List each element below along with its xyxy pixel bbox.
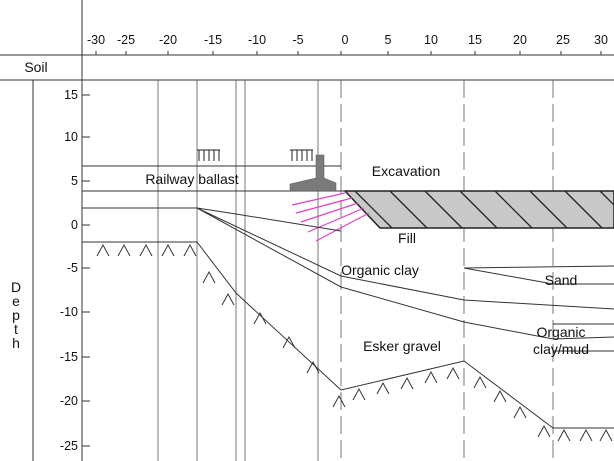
y-axis-ticks (82, 94, 90, 447)
esker-gravel-label: Esker gravel (363, 338, 441, 354)
y-tick-label: -15 (60, 350, 78, 364)
depth-label-d: D (11, 279, 21, 295)
load-arrows-icon (197, 149, 313, 161)
x-tick-label: 30 (594, 33, 608, 47)
y-tick-label: -5 (67, 261, 78, 275)
ground-anchors (291, 192, 370, 242)
y-tick-label: 0 (71, 218, 78, 232)
x-tick-label: 10 (424, 33, 438, 47)
organic-clay-mud-label-line2: clay/mud (533, 341, 589, 357)
sand-label: Sand (545, 272, 578, 288)
soil-header: Soil (24, 59, 47, 75)
y-tick-label: 10 (64, 130, 78, 144)
depth-label-e: e (12, 293, 20, 309)
soil-hatch-symbols (96, 243, 613, 442)
fill-label: Fill (398, 230, 416, 246)
railway-ballast-label: Railway ballast (145, 171, 238, 187)
depth-label-h: h (12, 335, 20, 351)
depth-label-t: t (14, 321, 18, 337)
x-tick-label: -15 (204, 33, 222, 47)
vertical-gridlines (157, 80, 554, 461)
x-tick-label: 5 (385, 33, 392, 47)
y-axis-labels: 15 10 5 0 -5 -10 -15 -20 -25 (60, 88, 78, 453)
rail-icon (289, 154, 337, 192)
x-tick-label: 25 (556, 33, 570, 47)
y-tick-label: 15 (64, 88, 78, 102)
hatched-structure (343, 190, 614, 229)
organic-clay-label: Organic clay (341, 262, 419, 278)
x-tick-label: 0 (342, 33, 349, 47)
x-tick-label: -30 (87, 33, 105, 47)
x-tick-label: -20 (159, 33, 177, 47)
excavation-label: Excavation (372, 163, 440, 179)
x-tick-label: -10 (248, 33, 266, 47)
organic-clay-mud-label-line1: Organic (536, 324, 585, 340)
x-tick-label: -25 (117, 33, 135, 47)
y-tick-label: -20 (60, 394, 78, 408)
y-tick-label: -10 (60, 305, 78, 319)
x-tick-label: 20 (513, 33, 527, 47)
x-axis-labels: -30 -25 -20 -15 -10 -5 0 5 10 15 20 25 3… (87, 33, 608, 47)
y-tick-label: -25 (60, 439, 78, 453)
x-tick-label: 15 (468, 33, 482, 47)
y-tick-label: 5 (71, 174, 78, 188)
x-axis-ticks (95, 51, 602, 55)
soil-boundaries (82, 207, 614, 429)
hatch-lines (354, 191, 614, 228)
x-tick-label: -5 (292, 33, 303, 47)
depth-label-p: p (12, 307, 20, 323)
